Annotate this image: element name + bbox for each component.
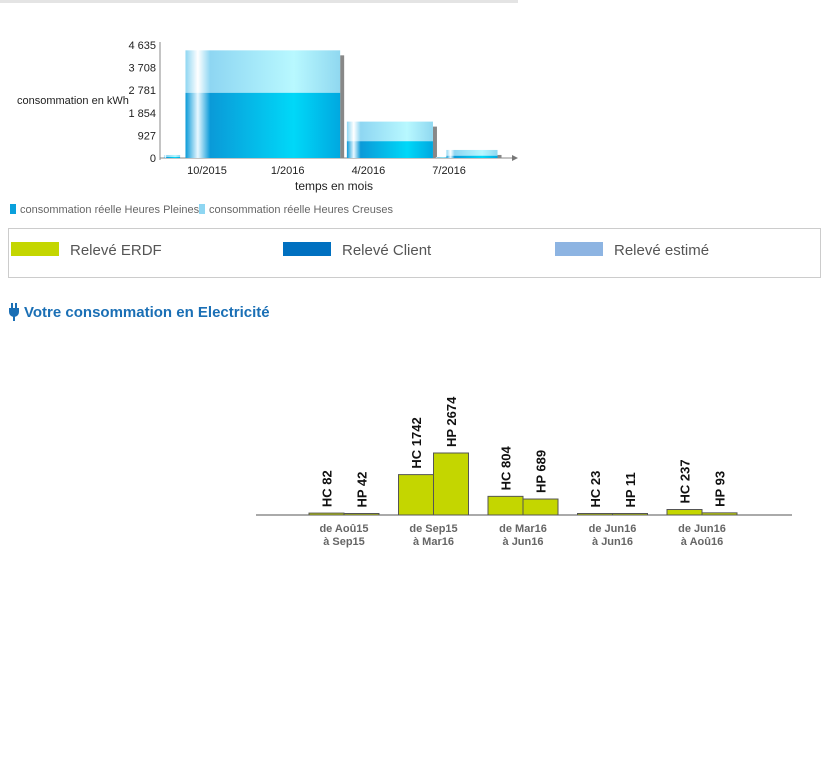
y-tick-label: 1 854 — [128, 108, 156, 120]
legend-hc-label: consommation réelle Heures Creuses — [209, 204, 394, 216]
bar-hp — [701, 512, 738, 516]
estime-swatch — [555, 242, 603, 256]
category-label-line2: à Mar16 — [413, 536, 454, 548]
bar-hc — [346, 121, 433, 142]
legend-hp: consommation réelle Heures Pleines — [10, 204, 199, 216]
category-label-line2: à Jun16 — [592, 536, 633, 548]
x-tick-label: 10/2015 — [187, 165, 227, 177]
bar-hc — [487, 495, 524, 516]
data-label: HP 42 — [355, 472, 370, 508]
bar-hp — [163, 156, 181, 158]
category-label-line2: à Aoû16 — [681, 536, 723, 548]
legend-hp-label: consommation réelle Heures Pleines — [20, 204, 200, 216]
legend-hc-swatch — [199, 204, 205, 214]
category-label-line1: de Aoû15 — [319, 523, 368, 535]
data-label: HC 23 — [588, 471, 603, 508]
erdf-label: Relevé ERDF — [70, 242, 162, 259]
category-label-line1: de Jun16 — [589, 523, 637, 535]
legend-hp-swatch — [10, 204, 16, 214]
top-divider — [0, 0, 518, 3]
bar-shadow — [340, 55, 345, 158]
data-label: HP 689 — [534, 450, 549, 493]
x-axis-arrow — [512, 155, 518, 161]
data-label: HP 93 — [713, 471, 728, 507]
bar-hp — [185, 92, 341, 158]
y-axis-title: consommation en kWh — [17, 95, 129, 107]
y-tick-label: 4 635 — [128, 40, 156, 52]
bar-hc — [308, 512, 345, 516]
category-label-line2: à Jun16 — [503, 536, 544, 548]
estime-label: Relevé estimé — [614, 242, 710, 259]
bar-hp — [612, 513, 648, 516]
section-title-text: Votre consommation en Electricité — [24, 304, 270, 321]
section-title: Votre consommation en Electricité — [8, 303, 270, 321]
bar-hc — [446, 149, 498, 156]
y-tick-label: 3 708 — [128, 63, 156, 75]
data-label: HP 2674 — [444, 396, 459, 447]
y-tick-label: 927 — [138, 130, 156, 142]
category-label-line1: de Mar16 — [499, 523, 547, 535]
plug-icon — [9, 303, 19, 321]
bar-hc — [185, 50, 341, 93]
client-swatch — [283, 242, 331, 256]
reading-type-legend: Relevé ERDF Relevé Client Relevé estimé — [8, 228, 821, 278]
legend-hc: consommation réelle Heures Creuses — [199, 204, 393, 216]
bar-hc — [666, 509, 703, 516]
x-tick-label: 4/2016 — [352, 165, 386, 177]
bar-hp — [522, 498, 559, 516]
data-label: HC 1742 — [409, 417, 424, 468]
client-label: Relevé Client — [342, 242, 432, 259]
category-label-line1: de Jun16 — [678, 523, 726, 535]
bar-hp — [433, 452, 469, 516]
y-tick-label: 0 — [150, 153, 156, 165]
bar-hc — [577, 513, 613, 516]
bar-hc — [398, 474, 434, 516]
bar-shadow — [432, 126, 437, 158]
stacked-consumption-chart: 0 927 1 854 2 781 3 708 4 635 10/2015 1/2016 4/2… — [17, 40, 518, 193]
bar-hp — [343, 513, 380, 516]
bar-hp — [446, 155, 498, 158]
data-label: HC 82 — [320, 470, 335, 507]
y-tick-label: 2 781 — [128, 85, 156, 97]
data-label: HP 11 — [623, 472, 638, 507]
x-tick-label: 7/2016 — [432, 165, 466, 177]
data-label: HC 804 — [499, 446, 514, 491]
bar-shadow — [497, 154, 502, 158]
bar-hc — [163, 154, 181, 157]
x-axis-title: temps en mois — [295, 179, 373, 193]
data-label: HC 237 — [678, 459, 693, 503]
bar-hp — [346, 141, 433, 158]
category-label-line1: de Sep15 — [409, 523, 457, 535]
erdf-swatch — [11, 242, 59, 256]
x-tick-label: 1/2016 — [271, 165, 305, 177]
bar-hc — [435, 157, 447, 158]
category-label-line2: à Sep15 — [323, 536, 365, 548]
